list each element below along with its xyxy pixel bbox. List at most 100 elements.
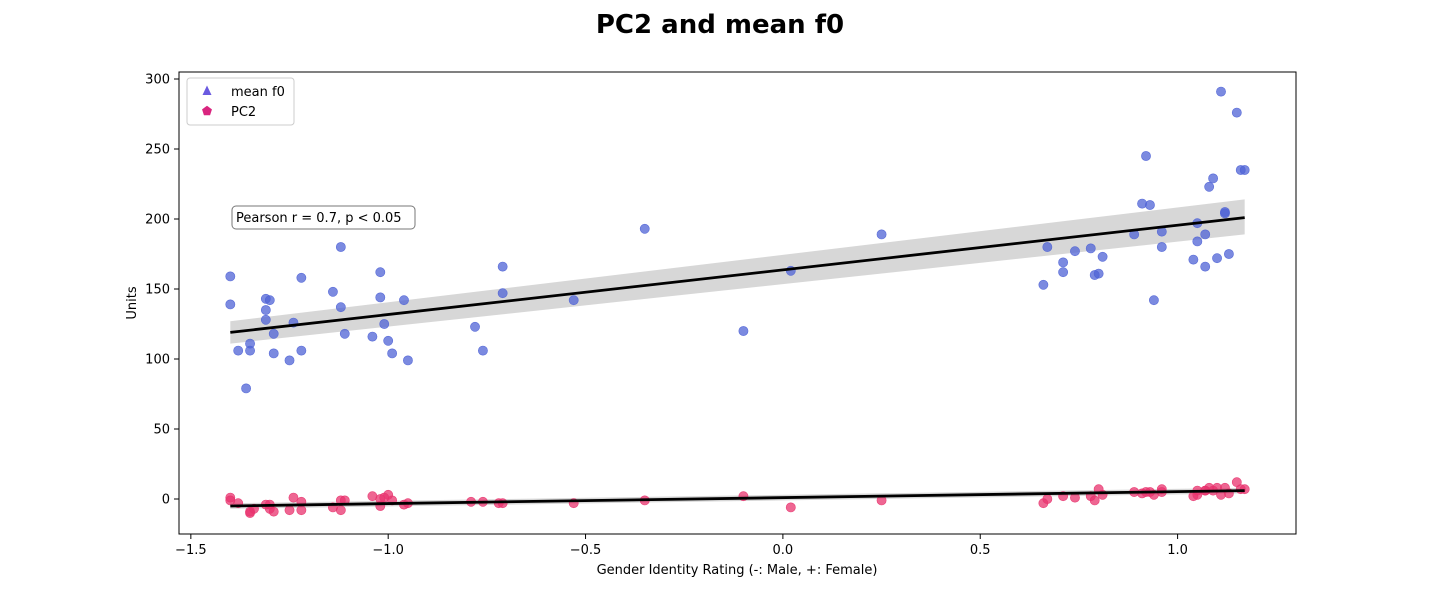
data-point: [1149, 295, 1159, 306]
data-point: [383, 335, 394, 346]
y-tick-label: 0: [162, 493, 170, 508]
data-point: [1156, 242, 1167, 252]
data-point: [335, 302, 346, 313]
data-point: [1220, 208, 1230, 219]
x-tick-label: 0.5: [970, 543, 991, 558]
data-point: [1192, 236, 1203, 247]
legend-triangle-icon: [202, 85, 212, 95]
y-tick-label: 300: [145, 73, 170, 88]
data-point: [375, 292, 386, 303]
regression-line-1: [230, 489, 1245, 508]
y-tick-label: 100: [145, 353, 170, 368]
chart-title: PC2 and mean f0: [596, 10, 844, 40]
data-point: [1085, 243, 1096, 254]
data-point: [339, 328, 350, 339]
data-point: [1058, 267, 1069, 278]
x-tick-label: 0.0: [773, 543, 794, 558]
x-tick-label: 1.0: [1167, 543, 1188, 558]
data-point: [387, 348, 398, 359]
data-point: [367, 331, 378, 342]
plot-area-frame: [178, 71, 1297, 535]
pearson-annotation: Pearson r = 0.7, p < 0.05: [231, 205, 416, 230]
data-point: [241, 383, 251, 394]
legend-label-mean-f0: mean f0: [231, 85, 285, 100]
data-point: [1200, 261, 1211, 272]
data-point: [1038, 279, 1049, 290]
annotation-box: [231, 205, 416, 230]
data-point: [335, 242, 346, 252]
confidence-band-0: [230, 199, 1245, 344]
data-point: [284, 505, 295, 516]
legend-box: [186, 77, 295, 126]
data-point: [233, 345, 244, 356]
data-point: [328, 286, 338, 297]
annotation-text: Pearson r = 0.7, p < 0.05: [236, 211, 402, 226]
data-point: [1070, 246, 1080, 257]
regression-lines: [230, 216, 1245, 508]
legend-pentagon-icon: [202, 105, 212, 116]
data-point: [296, 505, 307, 516]
data-point: [379, 319, 390, 329]
data-point: [1141, 151, 1151, 161]
legend: mean f0 PC2: [186, 77, 295, 126]
legend-label-pc2: PC2: [231, 105, 256, 120]
data-point: [1089, 495, 1100, 506]
y-axis-label: Units: [125, 286, 140, 319]
data-point: [1204, 181, 1215, 192]
data-point: [738, 326, 749, 336]
data-point: [268, 348, 279, 359]
data-point: [1239, 165, 1250, 175]
data-point: [1208, 173, 1219, 184]
data-point: [639, 223, 650, 234]
data-point: [1188, 254, 1199, 265]
data-point: [876, 229, 887, 240]
x-tick-label: −1.0: [372, 543, 404, 558]
data-point: [375, 267, 386, 278]
data-point: [260, 305, 271, 315]
data-point: [1058, 257, 1069, 268]
data-point: [1145, 200, 1155, 210]
data-point: [497, 261, 508, 272]
x-axis-ticks: −1.5 −1.0 −0.5 0.0 0.5 1.0: [175, 534, 1188, 558]
y-tick-label: 250: [145, 143, 170, 158]
data-point: [785, 502, 796, 513]
data-point: [288, 492, 299, 503]
data-point: [260, 314, 271, 325]
data-point: [335, 505, 346, 516]
data-point: [1097, 251, 1108, 262]
data-point: [1042, 494, 1053, 504]
data-point: [296, 272, 307, 283]
data-point: [568, 295, 579, 306]
data-point: [268, 506, 279, 517]
data-point: [1224, 249, 1234, 259]
data-point: [478, 345, 488, 356]
scatter-points: [225, 86, 1250, 518]
y-tick-label: 150: [145, 283, 170, 298]
y-axis-ticks: 0 50 100 150 200 250 300: [145, 73, 179, 508]
data-point: [497, 288, 508, 299]
data-point: [399, 295, 409, 306]
data-point: [1216, 86, 1226, 97]
x-axis-label: Gender Identity Rating (-: Male, +: Fema…: [597, 563, 878, 578]
data-point: [1042, 242, 1053, 252]
data-point: [284, 355, 295, 366]
data-point: [1093, 268, 1104, 279]
x-tick-label: −0.5: [570, 543, 602, 558]
data-point: [245, 338, 255, 349]
data-point: [403, 355, 413, 366]
data-point: [296, 345, 307, 356]
regression-line-0: [230, 216, 1245, 334]
y-tick-label: 200: [145, 213, 170, 228]
data-point: [1239, 484, 1250, 495]
y-tick-label: 50: [153, 423, 170, 438]
data-point: [1200, 229, 1211, 240]
data-point: [225, 271, 236, 282]
data-point: [1212, 253, 1222, 264]
data-point: [264, 295, 275, 306]
data-point: [268, 328, 279, 339]
data-point: [1231, 107, 1242, 118]
x-tick-label: −1.5: [175, 543, 207, 558]
data-point: [470, 321, 480, 332]
data-point: [225, 299, 236, 310]
